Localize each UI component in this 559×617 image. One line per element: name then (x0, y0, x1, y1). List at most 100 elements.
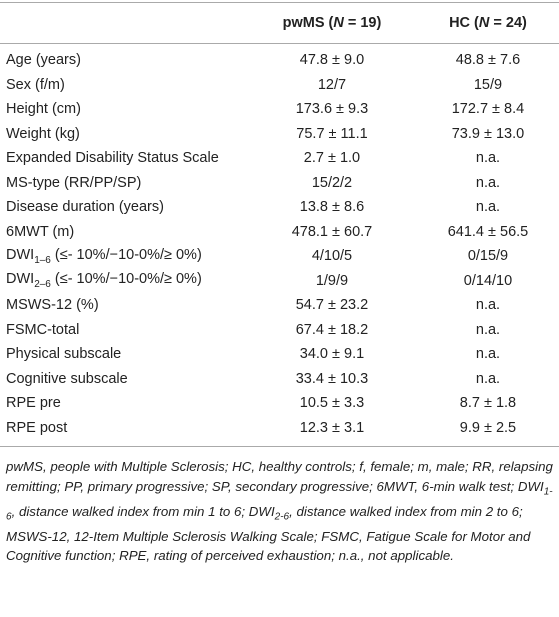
header-text: HC ( (449, 15, 479, 31)
cell: n.a. (475, 199, 501, 216)
table-row: Cognitive subscale 33.4 ± 10.3 n.a. (0, 367, 559, 392)
table-row: MS-type (RR/PP/SP) 15/2/2 n.a. (0, 171, 559, 196)
label-text: RPE post (6, 419, 68, 436)
table-row: Weight (kg) 75.7 ± 11.1 73.9 ± 13.0 (0, 122, 559, 147)
label-text: Expanded Disability Status Scale (6, 150, 219, 167)
row-label: Sex (f/m) (0, 73, 247, 98)
footnote-text: pwMS, people with Multiple Sclerosis; HC… (6, 459, 553, 494)
table-row: FSMC-total 67.4 ± 18.2 n.a. (0, 318, 559, 343)
row-label: DWI1–6 (≤- 10%/−10-0%/≥ 0%) (0, 244, 247, 269)
label-subscript: 2–6 (34, 279, 51, 291)
row-label: 6MWT (m) (0, 220, 247, 245)
cell: n.a. (475, 174, 501, 191)
table-row: Expanded Disability Status Scale 2.7 ± 1.… (0, 146, 559, 171)
row-label: Disease duration (years) (0, 195, 247, 220)
table-row: Age (years) 47.8 ± 9.0 48.8 ± 7.6 (0, 44, 559, 73)
footnote-text: 2-6 (274, 511, 290, 523)
label-text: Sex (f/m) (6, 76, 65, 93)
header-cell: pwMS (N = 19) (247, 2, 417, 44)
header-italic: N (333, 15, 344, 31)
table-row: DWI2–6 (≤- 10%/−10-0%/≥ 0%) 1/9/9 0/14/10 (0, 269, 559, 294)
table-row: DWI1–6 (≤- 10%/−10-0%/≥ 0%) 4/10/5 0/15/9 (0, 244, 559, 269)
table-row: Height (cm) 173.6 ± 9.3 172.7 ± 8.4 (0, 97, 559, 122)
cell: 15/2/2 (311, 174, 353, 191)
table-row: Sex (f/m) 12/7 15/9 (0, 73, 559, 98)
header-cell: HC (N = 24) (416, 2, 559, 44)
label-text: RPE pre (6, 395, 61, 412)
cell: 33.4 ± 10.3 (295, 370, 369, 387)
row-label: Height (cm) (0, 97, 247, 122)
cell: 67.4 ± 18.2 (295, 321, 369, 338)
cell: 2.7 ± 1.0 (303, 150, 361, 167)
cell: 12.3 ± 3.1 (247, 415, 417, 447)
cell: 173.6 ± 9.3 (295, 101, 369, 118)
row-label: Weight (kg) (0, 122, 247, 147)
label-text: Height (cm) (6, 101, 81, 118)
label-text: Age (years) (6, 52, 81, 69)
table: pwMS (N = 19) HC (N = 24) Age (years) 47.8… (0, 2, 559, 447)
cell: 15/9 (473, 76, 503, 93)
row-label: Age (years) (0, 44, 247, 73)
cell: n.a. (475, 346, 501, 363)
footnote: pwMS, people with Multiple Sclerosis; HC… (0, 447, 559, 566)
cell: 48.8 ± 7.6 (455, 52, 521, 69)
cell: 12/7 (317, 76, 347, 93)
cell: 73.9 ± 13.0 (451, 125, 525, 142)
cell: 478.1 ± 60.7 (291, 223, 373, 240)
label-text: FSMC-total (6, 321, 80, 338)
header-text: = 19) (343, 15, 382, 31)
footnote-text: , distance walked index from min 1 to 6;… (11, 503, 275, 519)
cell: 10.5 ± 3.3 (299, 395, 365, 412)
row-label: FSMC-total (0, 318, 247, 343)
table-row: RPE pre 10.5 ± 3.3 8.7 ± 1.8 (0, 391, 559, 416)
cell: 4/10/5 (311, 248, 353, 265)
cell: 75.7 ± 11.1 (296, 125, 368, 142)
cell: 0/15/9 (467, 248, 509, 265)
table-row: RPE post 12.3 ± 3.1 9.9 ± 2.5 (0, 415, 559, 447)
row-label: Cognitive subscale (0, 367, 247, 392)
label-text: (≤- 10%/−10-0%/≥ 0%) (50, 246, 202, 263)
table-row: Disease duration (years) 13.8 ± 8.6 n.a. (0, 195, 559, 220)
label-text: 6MWT (m) (6, 223, 75, 240)
cell: 172.7 ± 8.4 (451, 101, 525, 118)
cell: 47.8 ± 9.0 (299, 52, 365, 69)
cell: 13.8 ± 8.6 (299, 199, 365, 216)
row-label: MSWS-12 (%) (0, 293, 247, 318)
cell: 34.0 ± 9.1 (299, 346, 365, 363)
footnote-text: 1-6 (6, 486, 553, 523)
cell: 0/14/10 (463, 272, 513, 289)
cell: 8.7 ± 1.8 (459, 395, 517, 412)
row-label: DWI2–6 (≤- 10%/−10-0%/≥ 0%) (0, 269, 247, 294)
cell: 1/9/9 (315, 272, 349, 289)
label-text: DWI (6, 246, 35, 263)
cell: n.a. (475, 370, 501, 387)
label-text: Disease duration (years) (6, 199, 164, 216)
cell: 9.9 ± 2.5 (416, 415, 559, 447)
label-text: Physical subscale (6, 346, 122, 363)
row-label: RPE post (0, 415, 247, 447)
table-row: 6MWT (m) 478.1 ± 60.7 641.4 ± 56.5 (0, 220, 559, 245)
cell: n.a. (475, 321, 501, 338)
footnote-text: , distance walked index from min 2 to 6;… (6, 503, 531, 564)
cell: 641.4 ± 56.5 (447, 223, 529, 240)
row-label: MS-type (RR/PP/SP) (0, 171, 247, 196)
header-empty (0, 2, 247, 44)
row-label: Expanded Disability Status Scale (0, 146, 247, 171)
table-body: Age (years) 47.8 ± 9.0 48.8 ± 7.6 Sex (f/m)… (0, 44, 559, 447)
cell: n.a. (475, 150, 501, 167)
table-row: Physical subscale 34.0 ± 9.1 n.a. (0, 342, 559, 367)
row-label: RPE pre (0, 391, 247, 416)
label-text: Weight (kg) (6, 125, 80, 142)
header-italic: N (478, 15, 490, 31)
label-text: MSWS-12 (%) (6, 297, 99, 314)
header-text: pwMS ( (282, 15, 334, 31)
label-subscript: 1–6 (34, 254, 51, 266)
row-label: Physical subscale (0, 342, 247, 367)
header-row: pwMS (N = 19) HC (N = 24) (0, 2, 559, 44)
cell: n.a. (475, 297, 501, 314)
label-text: DWI (6, 271, 35, 288)
label-text: (≤- 10%/−10-0%/≥ 0%) (50, 271, 202, 288)
label-text: MS-type (RR/PP/SP) (6, 174, 142, 191)
header-text: = 24) (489, 15, 527, 31)
